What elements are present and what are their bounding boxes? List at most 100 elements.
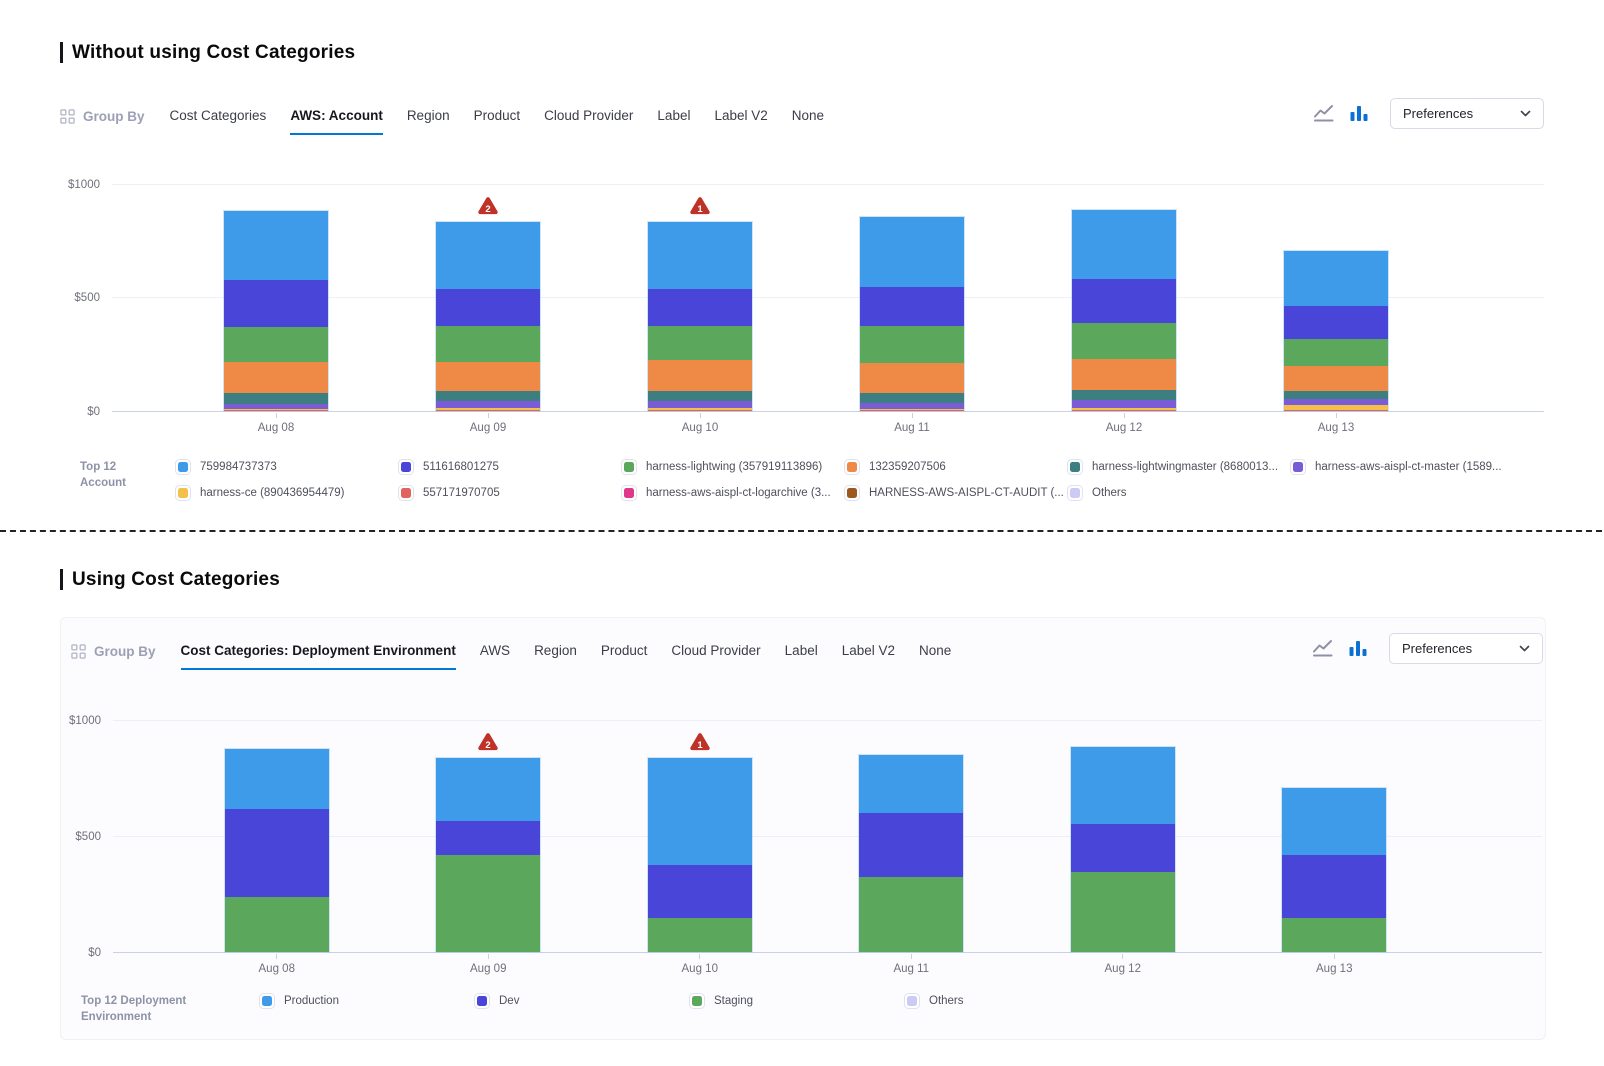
bar-segment[interactable] xyxy=(1072,322,1176,360)
preferences-button[interactable]: Preferences xyxy=(1390,97,1544,129)
bar-segment[interactable] xyxy=(436,854,541,952)
stacked-bar[interactable] xyxy=(646,757,753,953)
bar-segment[interactable] xyxy=(647,865,752,918)
bar-segment[interactable] xyxy=(1070,746,1175,824)
bar-segment[interactable] xyxy=(859,877,964,952)
bar-segment[interactable] xyxy=(648,390,752,401)
tab-region[interactable]: Region xyxy=(407,108,450,135)
bar-segment[interactable] xyxy=(224,409,328,411)
bar-segment[interactable] xyxy=(1282,854,1387,919)
tab-cost-categories-deployment-environment[interactable]: Cost Categories: Deployment Environment xyxy=(180,643,456,670)
bar-segment[interactable] xyxy=(648,222,752,289)
bar-segment[interactable] xyxy=(1284,365,1388,392)
bar-segment[interactable] xyxy=(436,221,540,289)
bar-segment[interactable] xyxy=(1072,359,1176,390)
bar-segment[interactable] xyxy=(860,325,964,363)
stacked-bar[interactable] xyxy=(223,747,330,953)
legend-item[interactable]: Others xyxy=(904,993,1119,1010)
bar-chart-toggle-button[interactable] xyxy=(1349,103,1369,123)
anomaly-badge[interactable]: 1 xyxy=(689,732,711,751)
bar-segment[interactable] xyxy=(859,754,964,813)
bar-segment[interactable] xyxy=(860,286,964,326)
tab-label-v2[interactable]: Label V2 xyxy=(842,643,895,670)
bar-segment[interactable] xyxy=(436,409,540,411)
stacked-bar[interactable] xyxy=(647,221,753,412)
legend-item[interactable]: harness-aws-aispl-ct-logarchive (3... xyxy=(621,485,844,502)
stacked-bar[interactable] xyxy=(859,215,965,412)
stacked-bar[interactable] xyxy=(223,209,329,412)
bar-segment[interactable] xyxy=(1072,399,1176,408)
bar-segment[interactable] xyxy=(224,210,328,280)
bar-segment[interactable] xyxy=(648,359,752,391)
tab-cloud-provider[interactable]: Cloud Provider xyxy=(671,643,760,670)
bar-segment[interactable] xyxy=(224,279,328,327)
tab-label[interactable]: Label xyxy=(785,643,818,670)
bar-segment[interactable] xyxy=(436,391,540,402)
stacked-bar[interactable] xyxy=(435,756,542,953)
legend-item[interactable]: HARNESS-AWS-AISPL-CT-AUDIT (... xyxy=(844,485,1067,502)
bar-segment[interactable] xyxy=(436,821,541,855)
bar-segment[interactable] xyxy=(1284,250,1388,307)
bar-segment[interactable] xyxy=(859,812,964,878)
bar-segment[interactable] xyxy=(224,897,329,952)
bar-segment[interactable] xyxy=(647,758,752,866)
tab-cost-categories[interactable]: Cost Categories xyxy=(170,108,267,135)
bar-chart-toggle-button[interactable] xyxy=(1348,638,1368,658)
bar-segment[interactable] xyxy=(436,288,540,327)
anomaly-badge[interactable]: 1 xyxy=(689,196,711,215)
legend-item[interactable]: Others xyxy=(1067,485,1290,502)
bar-segment[interactable] xyxy=(436,401,540,408)
legend-item[interactable]: 557171970705 xyxy=(398,485,621,502)
legend-item[interactable]: 759984737373 xyxy=(175,459,398,476)
legend-item[interactable]: 511616801275 xyxy=(398,459,621,476)
bar-segment[interactable] xyxy=(1072,209,1176,280)
legend-item[interactable]: harness-aws-aispl-ct-master (1589... xyxy=(1290,459,1513,476)
bar-segment[interactable] xyxy=(648,326,752,360)
bar-segment[interactable] xyxy=(1284,404,1388,411)
stacked-bar[interactable] xyxy=(1281,786,1388,953)
stacked-bar[interactable] xyxy=(1069,745,1176,953)
bar-segment[interactable] xyxy=(860,402,964,409)
tab-product[interactable]: Product xyxy=(601,643,648,670)
tab-product[interactable]: Product xyxy=(474,108,521,135)
legend-item[interactable]: harness-lightwingmaster (8680013... xyxy=(1067,459,1290,476)
anomaly-badge[interactable]: 2 xyxy=(477,732,499,751)
bar-segment[interactable] xyxy=(860,362,964,393)
bar-segment[interactable] xyxy=(436,757,541,822)
bar-segment[interactable] xyxy=(1072,279,1176,323)
anomaly-badge[interactable]: 2 xyxy=(477,196,499,215)
bar-segment[interactable] xyxy=(860,408,964,410)
bar-segment[interactable] xyxy=(224,408,328,410)
tab-label-v2[interactable]: Label V2 xyxy=(714,108,767,135)
bar-segment[interactable] xyxy=(224,748,329,810)
legend-item[interactable]: Dev xyxy=(474,993,689,1010)
bar-segment[interactable] xyxy=(1072,389,1176,400)
bar-segment[interactable] xyxy=(1282,918,1387,952)
bar-segment[interactable] xyxy=(1284,306,1388,340)
bar-segment[interactable] xyxy=(860,409,964,411)
preferences-button[interactable]: Preferences xyxy=(1389,632,1543,664)
bar-segment[interactable] xyxy=(1072,409,1176,411)
line-chart-toggle-button[interactable] xyxy=(1312,638,1335,658)
bar-segment[interactable] xyxy=(1070,871,1175,952)
bar-segment[interactable] xyxy=(436,361,540,392)
bar-segment[interactable] xyxy=(1072,407,1176,410)
bar-segment[interactable] xyxy=(224,404,328,409)
tab-label[interactable]: Label xyxy=(657,108,690,135)
bar-segment[interactable] xyxy=(436,326,540,362)
bar-segment[interactable] xyxy=(1284,398,1388,405)
bar-segment[interactable] xyxy=(1284,391,1388,399)
tab-aws-account[interactable]: AWS: Account xyxy=(290,108,383,135)
tab-none[interactable]: None xyxy=(792,108,824,135)
bar-segment[interactable] xyxy=(1282,787,1387,855)
bar-segment[interactable] xyxy=(860,392,964,403)
legend-item[interactable]: harness-ce (890436954479) xyxy=(175,485,398,502)
line-chart-toggle-button[interactable] xyxy=(1313,103,1336,123)
stacked-bar[interactable] xyxy=(858,753,965,953)
bar-segment[interactable] xyxy=(1070,823,1175,872)
bar-segment[interactable] xyxy=(648,400,752,408)
bar-segment[interactable] xyxy=(224,392,328,405)
bar-segment[interactable] xyxy=(224,809,329,898)
bar-segment[interactable] xyxy=(647,917,752,952)
tab-none[interactable]: None xyxy=(919,643,951,670)
